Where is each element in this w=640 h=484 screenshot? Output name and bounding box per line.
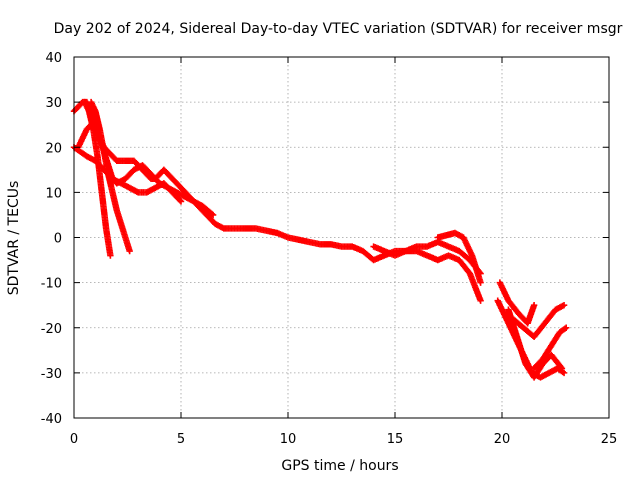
data-point xyxy=(557,363,565,371)
x-tick-label: 25 xyxy=(601,432,618,447)
data-point xyxy=(530,301,538,309)
x-tick-label: 15 xyxy=(387,432,404,447)
y-tick-label: 10 xyxy=(45,186,62,201)
series-arc-late-6 xyxy=(509,301,568,340)
y-tick-label: 0 xyxy=(54,232,62,247)
series-arc-late-1 xyxy=(370,243,484,304)
y-tick-label: -10 xyxy=(41,277,62,292)
data-point xyxy=(560,301,568,309)
series-arc-late-7 xyxy=(496,279,538,327)
x-tick-label: 10 xyxy=(280,432,297,447)
y-tick-label: -30 xyxy=(41,367,62,382)
data-point xyxy=(559,368,566,376)
series-arc-mid xyxy=(75,121,217,219)
series-arc-late-5 xyxy=(530,324,570,372)
chart-title: Day 202 of 2024, Sidereal Day-to-day VTE… xyxy=(54,21,623,37)
x-axis-label: GPS time / hours xyxy=(281,458,398,474)
data-point xyxy=(107,252,114,259)
data-point xyxy=(477,279,484,286)
data-point xyxy=(209,211,217,219)
y-axis-label: SDTVAR / TECUs xyxy=(6,181,22,296)
data-point xyxy=(208,210,216,218)
data-point xyxy=(477,297,484,304)
x-tick-label: 20 xyxy=(494,432,511,447)
data-layer xyxy=(70,98,570,381)
data-point xyxy=(563,324,570,331)
data-point xyxy=(176,197,184,204)
y-tick-label: 20 xyxy=(45,141,62,156)
data-point xyxy=(558,365,566,372)
series-arc-late-2 xyxy=(434,229,484,286)
y-tick-label: 40 xyxy=(45,51,62,66)
x-tick-label: 5 xyxy=(177,432,185,447)
grid-layer xyxy=(74,57,609,418)
y-tick-label: -40 xyxy=(41,412,62,427)
y-tick-label: -20 xyxy=(41,322,62,337)
data-point xyxy=(560,369,568,377)
series-arc-lower xyxy=(70,144,185,205)
data-point xyxy=(177,198,185,205)
data-point xyxy=(126,247,133,255)
tick-layer: 0 5 10 15 20 25 -40 -30 -20 -10 0 10 20 30 40 xyxy=(41,51,618,447)
y-tick-label: 30 xyxy=(45,96,62,111)
data-point xyxy=(561,325,569,332)
x-tick-label: 0 xyxy=(70,432,78,447)
